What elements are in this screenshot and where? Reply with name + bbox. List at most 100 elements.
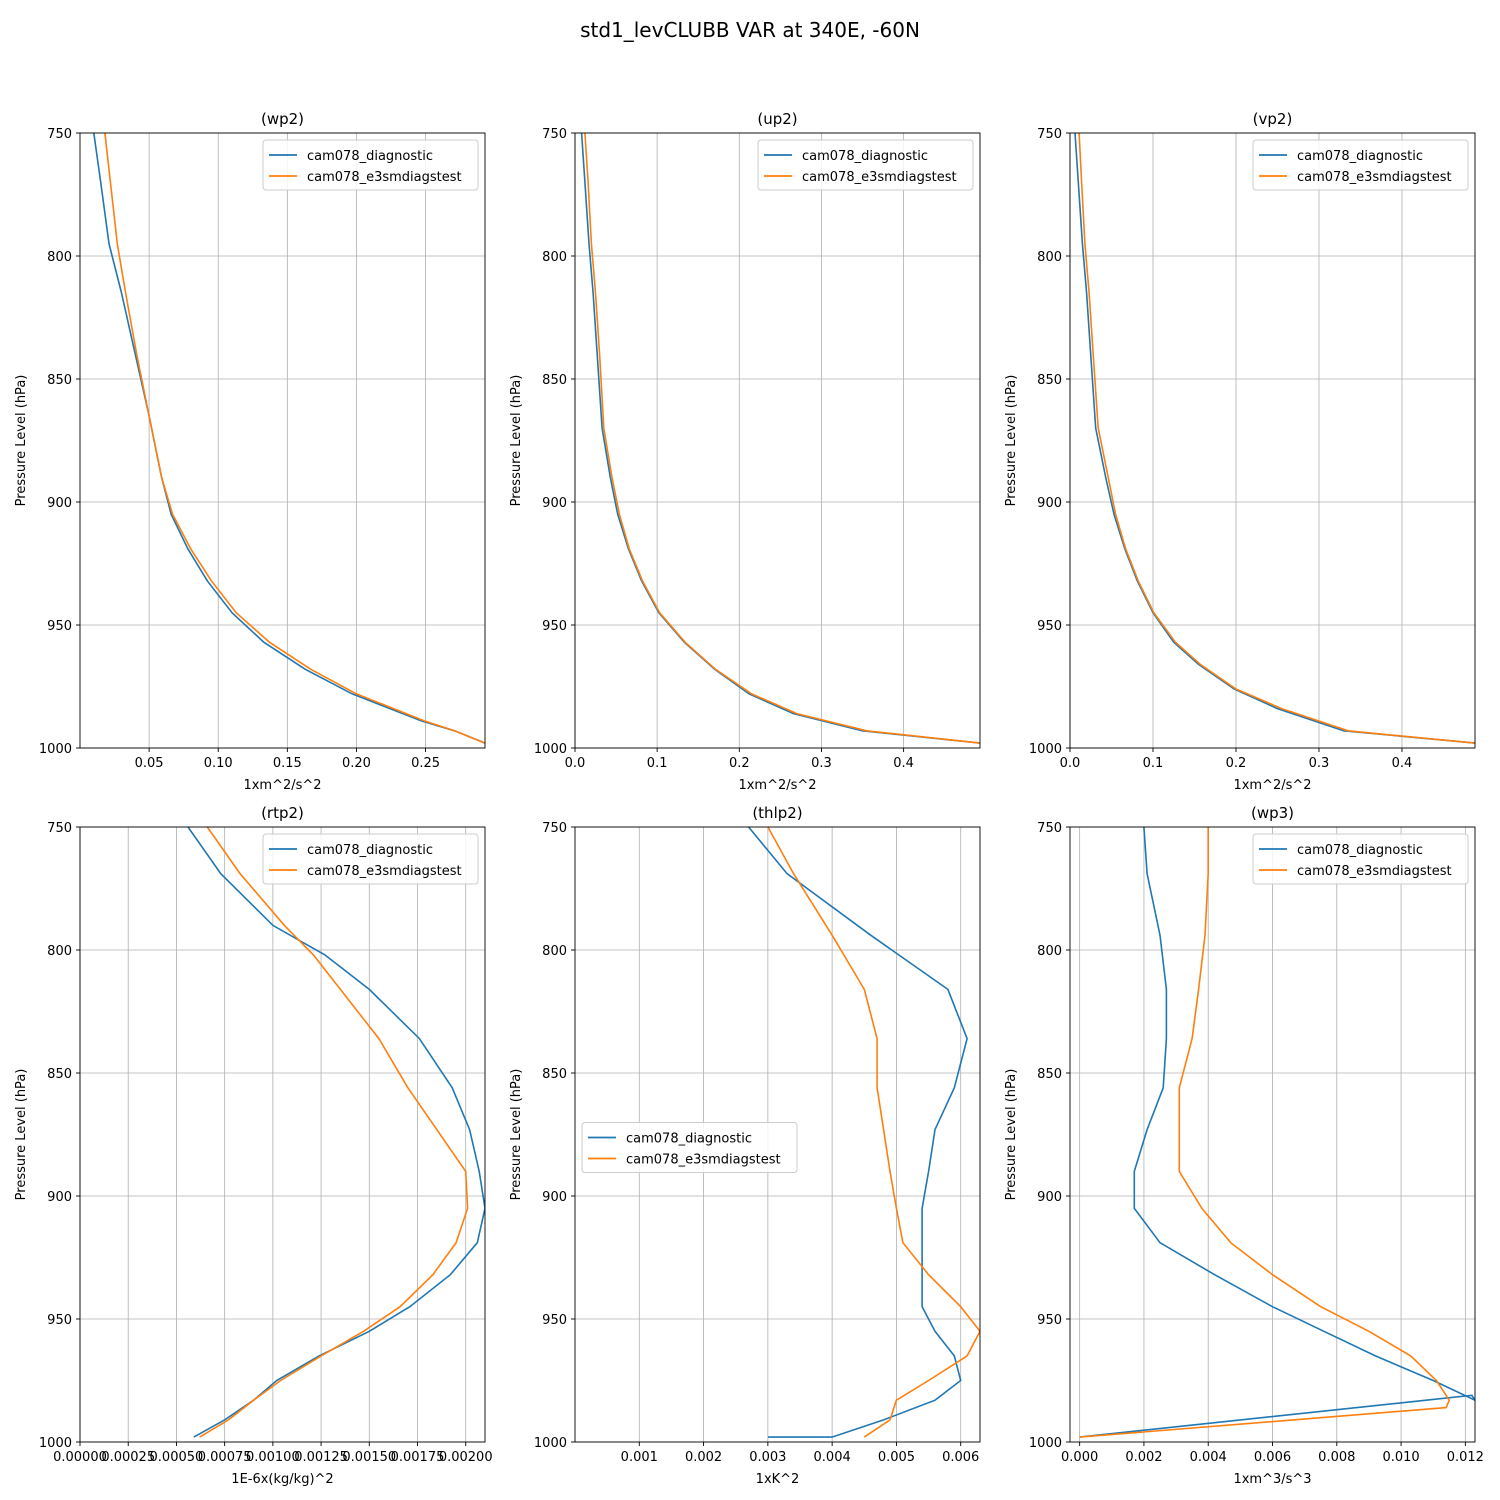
y-tick-label: 900 (47, 496, 72, 511)
panel-rtp2: 0.000000.000250.000500.000750.001000.001… (14, 804, 493, 1487)
x-tick-label: 0.00200 (439, 1450, 493, 1465)
legend-label: cam078_diagnostic (802, 149, 928, 164)
legend-label: cam078_diagnostic (1297, 843, 1423, 858)
x-tick-label: 0.00075 (198, 1450, 252, 1465)
legend-label: cam078_diagnostic (1297, 149, 1423, 164)
series-line-cam078_e3smdiagstest (1078, 133, 1475, 744)
x-tick-label: 0.004 (814, 1450, 851, 1465)
x-axis-label: 1xK^2 (756, 1472, 800, 1487)
x-tick-label: 0.00125 (294, 1450, 348, 1465)
y-tick-label: 750 (542, 821, 567, 836)
y-tick-label: 900 (542, 1190, 567, 1205)
y-tick-label: 750 (542, 127, 567, 142)
x-tick-label: 0.00025 (101, 1450, 155, 1465)
legend-label: cam078_diagnostic (307, 843, 433, 858)
y-tick-label: 800 (542, 944, 567, 959)
y-tick-label: 850 (1037, 373, 1062, 388)
series-line-cam078_e3smdiagstest (767, 827, 980, 1438)
panel-thlp2: 0.001 0.002 0.003 0.004 0.005 0.006 750 800 850 9… (509, 804, 981, 1487)
x-axis-label: 1xm^2/s^2 (243, 778, 321, 793)
legend-box (262, 833, 479, 885)
y-tick-label: 800 (1037, 250, 1062, 265)
x-axis-label: 1xm^2/s^2 (738, 778, 816, 793)
y-tick-label: 950 (1037, 1313, 1062, 1328)
x-tick-label: 0.1 (1143, 756, 1164, 771)
x-tick-label: 0.05 (135, 756, 164, 771)
y-tick-label: 900 (542, 496, 567, 511)
legend-box (262, 139, 479, 191)
x-tick-label: 0.4 (1392, 756, 1413, 771)
series-line-cam078_diagnostic (93, 133, 485, 744)
x-tick-label: 0.0 (1060, 756, 1081, 771)
x-tick-label: 0.002 (1125, 1450, 1162, 1465)
panel-title: (rtp2) (261, 804, 304, 822)
y-tick-label: 850 (47, 1067, 72, 1082)
y-tick-label: 750 (1037, 127, 1062, 142)
x-tick-label: 0.000 (1061, 1450, 1098, 1465)
legend: cam078_diagnostic cam078_e3smdiagstest (581, 1122, 798, 1173)
x-tick-label: 0.3 (1309, 756, 1330, 771)
panel-vp2: 0.0 0.1 0.2 0.3 0.4 750 800 850 900 950 1000 (vp2) 1… (1004, 110, 1476, 793)
y-axis-label: Pressure Level (hPa) (14, 375, 29, 507)
x-tick-label: 0.003 (749, 1450, 786, 1465)
panel-up2: 0.0 0.1 0.2 0.3 0.4 750 800 850 900 950 1000 (up2) 1… (509, 110, 981, 793)
y-tick-label: 750 (47, 821, 72, 836)
y-tick-label: 950 (47, 1313, 72, 1328)
legend-box (757, 139, 974, 191)
x-tick-label: 0.4 (893, 756, 914, 771)
y-tick-label: 1000 (1029, 1436, 1062, 1451)
y-axis-label: Pressure Level (hPa) (14, 1069, 29, 1201)
axes-frame (1069, 132, 1476, 749)
legend: cam078_diagnostic cam078_e3smdiagstest (1252, 833, 1469, 885)
y-tick-label: 950 (1037, 619, 1062, 634)
y-tick-label: 850 (1037, 1067, 1062, 1082)
x-tick-label: 0.00050 (150, 1450, 204, 1465)
legend-label: cam078_diagnostic (307, 149, 433, 164)
y-tick-label: 850 (542, 373, 567, 388)
legend-label: cam078_e3smdiagstest (307, 170, 462, 185)
panel-wp3: 0.000 0.002 0.004 0.006 0.008 0.010 0.012 750 80… (1004, 804, 1484, 1487)
legend-box (1252, 833, 1469, 885)
series-line-cam078_e3smdiagstest (199, 827, 469, 1438)
x-tick-label: 0.25 (411, 756, 440, 771)
series-line-cam078_e3smdiagstest (1079, 827, 1451, 1438)
y-axis-label: Pressure Level (hPa) (509, 1069, 524, 1201)
y-tick-label: 950 (47, 619, 72, 634)
x-tick-label: 0.012 (1447, 1450, 1484, 1465)
y-axis-label: Pressure Level (hPa) (1004, 375, 1019, 507)
x-tick-label: 0.3 (811, 756, 832, 771)
x-axis-label: 1xm^3/s^3 (1233, 1472, 1311, 1487)
y-tick-label: 950 (542, 1313, 567, 1328)
axes-frame (79, 132, 486, 749)
legend-label: cam078_e3smdiagstest (802, 170, 957, 185)
y-tick-label: 1000 (39, 1436, 72, 1451)
y-tick-label: 850 (542, 1067, 567, 1082)
y-tick-label: 750 (1037, 821, 1062, 836)
y-tick-label: 850 (47, 373, 72, 388)
legend: cam078_diagnostic cam078_e3smdiagstest (262, 833, 479, 885)
legend-label: cam078_e3smdiagstest (626, 1153, 781, 1168)
x-tick-label: 0.010 (1382, 1450, 1419, 1465)
y-tick-label: 900 (1037, 1190, 1062, 1205)
series-line-cam078_diagnostic (1079, 827, 1475, 1438)
x-tick-label: 0.0 (565, 756, 586, 771)
x-tick-label: 0.2 (1226, 756, 1247, 771)
x-tick-label: 0.002 (685, 1450, 722, 1465)
y-tick-label: 1000 (534, 1436, 567, 1451)
legend: cam078_diagnostic cam078_e3smdiagstest (757, 139, 974, 191)
x-tick-label: 0.005 (878, 1450, 915, 1465)
axes-frame (79, 826, 486, 1443)
y-tick-label: 1000 (1029, 742, 1062, 757)
y-tick-label: 950 (542, 619, 567, 634)
legend-box (1252, 139, 1469, 191)
x-tick-label: 0.10 (204, 756, 233, 771)
y-tick-label: 750 (47, 127, 72, 142)
legend: cam078_diagnostic cam078_e3smdiagstest (1252, 139, 1469, 191)
x-tick-label: 0.20 (342, 756, 371, 771)
panel-title: (wp2) (261, 110, 304, 128)
series-line-cam078_diagnostic (747, 827, 968, 1438)
axes-frame (574, 826, 981, 1443)
axes-frame (574, 132, 981, 749)
x-tick-label: 0.00000 (53, 1450, 107, 1465)
